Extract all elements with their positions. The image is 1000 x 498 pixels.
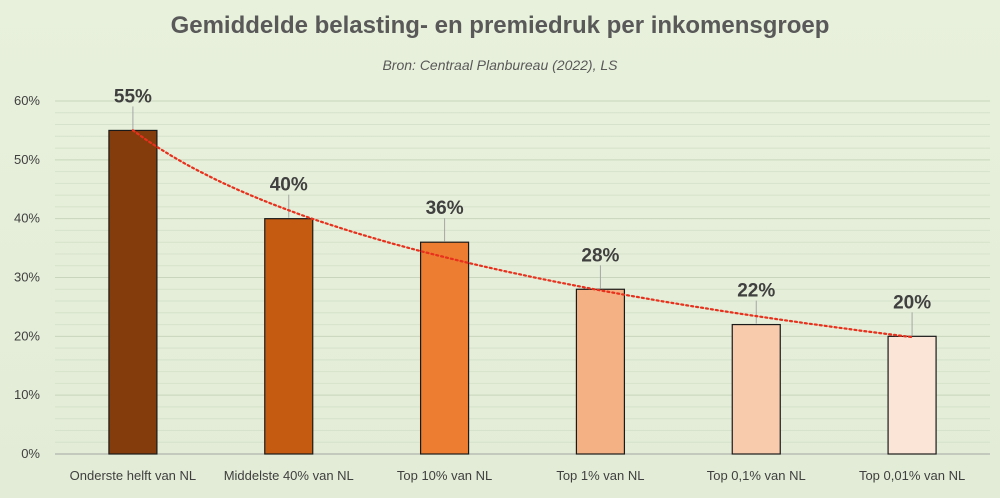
chart-subtitle: Bron: Centraal Planbureau (2022), LS bbox=[382, 57, 618, 73]
x-tick-label: Top 0,1% van NL bbox=[707, 468, 806, 483]
bar-4 bbox=[575, 288, 626, 455]
y-tick-label: 20% bbox=[14, 328, 40, 343]
chart-title: Gemiddelde belasting- en premiedruk per … bbox=[170, 12, 830, 39]
x-tick-label: Onderste helft van NL bbox=[70, 468, 196, 483]
data-label: 55% bbox=[114, 86, 152, 107]
data-label: 40% bbox=[270, 175, 308, 196]
data-label: 36% bbox=[426, 198, 464, 219]
x-tick-label: Top 10% van NL bbox=[397, 468, 492, 483]
y-tick-label: 10% bbox=[14, 387, 40, 402]
y-tick-label: 0% bbox=[21, 446, 40, 461]
data-label: 20% bbox=[893, 292, 931, 313]
y-tick-label: 60% bbox=[14, 93, 40, 108]
x-tick-label: Top 1% van NL bbox=[556, 468, 644, 483]
bar-1 bbox=[108, 129, 158, 455]
y-tick-label: 30% bbox=[14, 270, 40, 285]
data-label: 22% bbox=[737, 281, 775, 302]
bar-6 bbox=[887, 335, 937, 455]
y-tick-label: 40% bbox=[14, 211, 40, 226]
bar-5 bbox=[731, 323, 781, 455]
bar-2 bbox=[264, 218, 314, 455]
bar-3 bbox=[419, 241, 470, 455]
data-label: 28% bbox=[581, 245, 619, 266]
x-tick-label: Top 0,01% van NL bbox=[859, 468, 965, 483]
x-tick-label: Middelste 40% van NL bbox=[224, 468, 354, 483]
trendline bbox=[131, 129, 914, 339]
y-tick-label: 50% bbox=[14, 152, 40, 167]
